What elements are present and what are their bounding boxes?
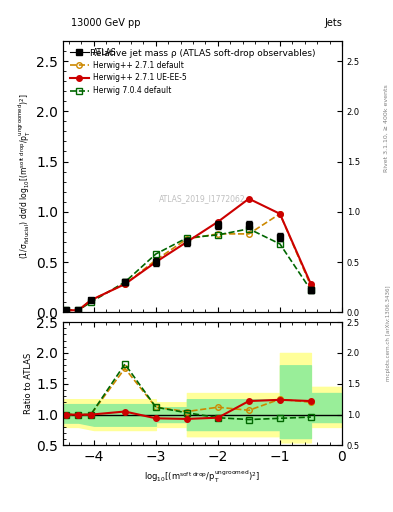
Herwig++ 2.7.1 UE-EE-5 (309, 281, 313, 287)
Herwig++ 2.7.1 default (154, 257, 158, 263)
Herwig++ 2.7.1 UE-EE-5 (215, 219, 220, 225)
Herwig++ 2.7.1 default (123, 281, 127, 287)
Herwig++ 2.7.1 default (64, 307, 68, 313)
Herwig++ 2.7.1 default (88, 297, 93, 303)
Herwig 7.0.4 default (154, 251, 158, 257)
Text: ATLAS_2019_I1772062: ATLAS_2019_I1772062 (159, 194, 246, 203)
Y-axis label: (1/σ$_{\mathrm{fiducial}}$) dσ/d log$_{10}$[(m$^{\mathrm{soft\ drop}}$/p$_\mathr: (1/σ$_{\mathrm{fiducial}}$) dσ/d log$_{1… (17, 94, 33, 260)
Herwig 7.0.4 default (76, 307, 81, 313)
Herwig++ 2.7.1 UE-EE-5 (185, 239, 189, 245)
Herwig++ 2.7.1 UE-EE-5 (123, 281, 127, 287)
Herwig 7.0.4 default (309, 287, 313, 293)
Herwig++ 2.7.1 UE-EE-5 (88, 297, 93, 303)
Herwig 7.0.4 default (123, 279, 127, 285)
Herwig 7.0.4 default (64, 307, 68, 313)
X-axis label: log$_{10}$[(m$^{\mathrm{soft\ drop}}$/p$_\mathrm{T}^{\mathrm{ungroomed}}$)$^2$]: log$_{10}$[(m$^{\mathrm{soft\ drop}}$/p$… (144, 468, 261, 485)
Text: 13000 GeV pp: 13000 GeV pp (71, 18, 140, 28)
Herwig++ 2.7.1 default (246, 231, 251, 237)
Herwig++ 2.7.1 UE-EE-5 (64, 307, 68, 313)
Herwig++ 2.7.1 UE-EE-5 (76, 307, 81, 313)
Herwig++ 2.7.1 UE-EE-5 (246, 196, 251, 202)
Text: Relative jet mass ρ (ATLAS soft-drop observables): Relative jet mass ρ (ATLAS soft-drop obs… (90, 49, 315, 58)
Herwig++ 2.7.1 UE-EE-5 (277, 211, 282, 217)
Herwig++ 2.7.1 default (215, 231, 220, 237)
Herwig++ 2.7.1 default (185, 236, 189, 242)
Herwig 7.0.4 default (246, 226, 251, 232)
Herwig 7.0.4 default (215, 232, 220, 238)
Herwig 7.0.4 default (185, 235, 189, 241)
Herwig++ 2.7.1 UE-EE-5 (154, 259, 158, 265)
Herwig++ 2.7.1 default (309, 283, 313, 289)
Herwig 7.0.4 default (88, 299, 93, 305)
Legend: ATLAS, Herwig++ 2.7.1 default, Herwig++ 2.7.1 UE-EE-5, Herwig 7.0.4 default: ATLAS, Herwig++ 2.7.1 default, Herwig++ … (67, 45, 189, 98)
Y-axis label: Ratio to ATLAS: Ratio to ATLAS (24, 353, 33, 414)
Line: Herwig++ 2.7.1 default: Herwig++ 2.7.1 default (66, 214, 311, 310)
Herwig 7.0.4 default (277, 241, 282, 247)
Line: Herwig++ 2.7.1 UE-EE-5: Herwig++ 2.7.1 UE-EE-5 (66, 199, 311, 310)
Text: mcplots.cern.ch [arXiv:1306.3436]: mcplots.cern.ch [arXiv:1306.3436] (386, 285, 391, 380)
Text: Jets: Jets (324, 18, 342, 28)
Text: Rivet 3.1.10, ≥ 400k events: Rivet 3.1.10, ≥ 400k events (384, 84, 389, 172)
Herwig++ 2.7.1 default (277, 211, 282, 217)
Line: Herwig 7.0.4 default: Herwig 7.0.4 default (66, 229, 311, 310)
Herwig++ 2.7.1 default (76, 307, 81, 313)
